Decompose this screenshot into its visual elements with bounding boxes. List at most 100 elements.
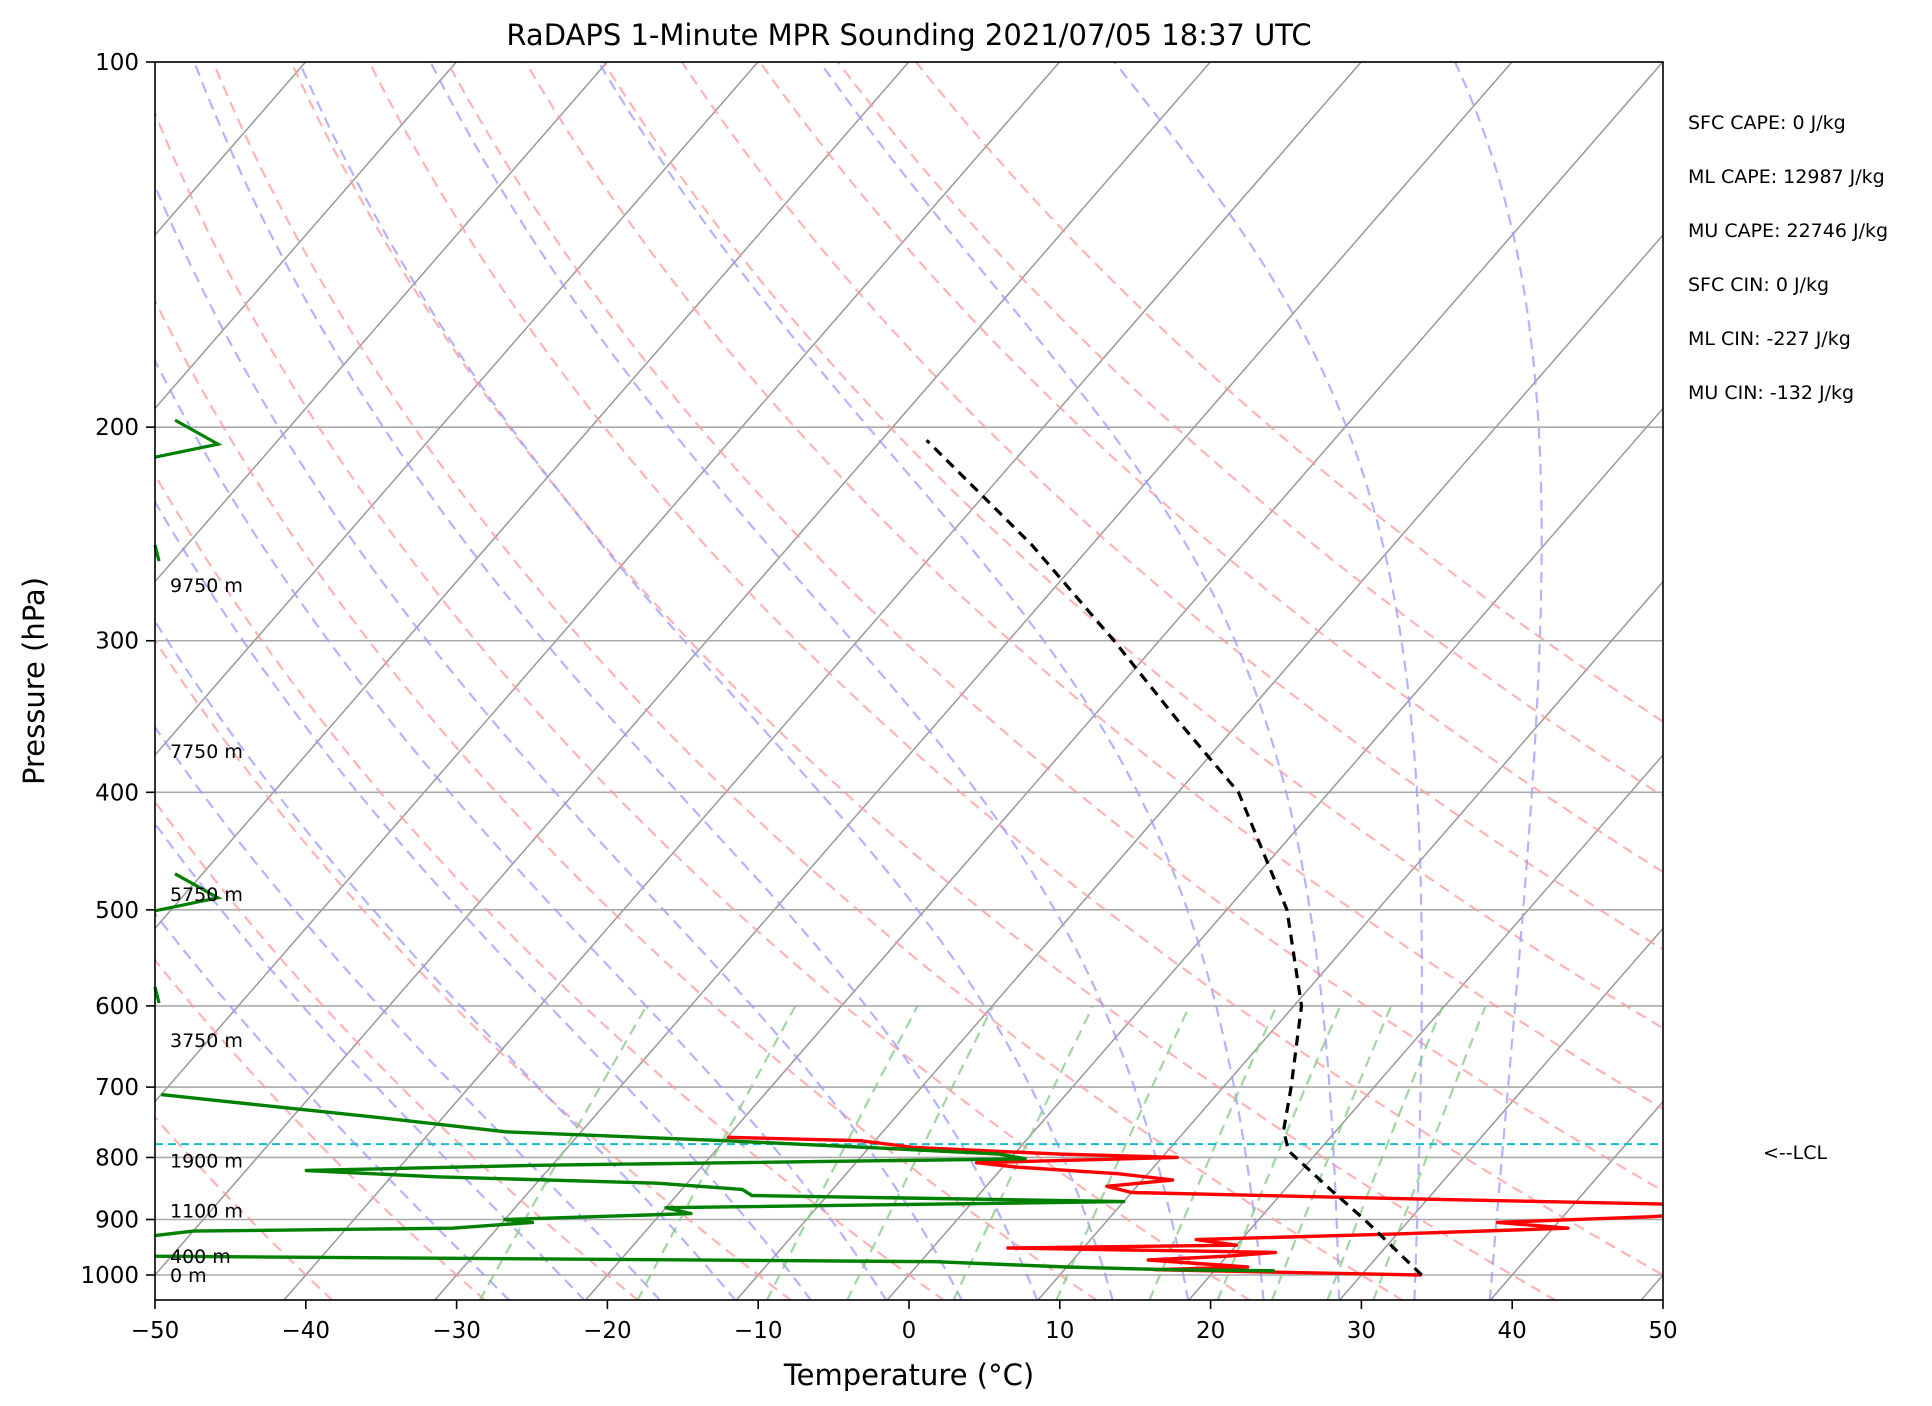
moist-adiabat-25 xyxy=(597,62,1265,1300)
temperature-trace xyxy=(727,1135,1663,1277)
moist-adiabat-0 xyxy=(155,358,888,1300)
mixing-ratio-30 xyxy=(1372,1005,1487,1300)
isotherm-0 xyxy=(886,407,1663,1300)
moist-adiabat-35 xyxy=(1113,62,1423,1300)
x-tick-label-7: 20 xyxy=(1196,1318,1225,1344)
y-tick-label-5: 600 xyxy=(95,994,139,1020)
x-tick-label-1: −40 xyxy=(282,1318,331,1344)
y-tick-label-6: 700 xyxy=(95,1075,139,1101)
moist-adiabat-5 xyxy=(155,183,963,1300)
isotherm--130 xyxy=(0,62,4,1301)
height-label-5: 1100 m xyxy=(170,1201,243,1223)
mixing-ratio-1 xyxy=(636,1005,797,1300)
height-label-0: 9750 m xyxy=(170,575,243,597)
sounding-traces xyxy=(155,439,1663,1277)
x-tick-label-3: −20 xyxy=(583,1318,632,1344)
dry-adiabat-110 xyxy=(837,62,1663,798)
dry-adiabat-90 xyxy=(680,62,1663,951)
moist-adiabat-20 xyxy=(429,62,1190,1300)
mixing-ratio-16 xyxy=(1216,1005,1342,1300)
dry-adiabat-50 xyxy=(368,62,1663,1277)
y-tick-label-9: 1000 xyxy=(80,1263,139,1289)
height-label-1: 7750 m xyxy=(170,741,243,763)
moist-adiabat-10 xyxy=(193,62,1039,1300)
y-tick-label-8: 900 xyxy=(95,1207,139,1233)
isotherm--10 xyxy=(735,233,1663,1300)
height-label-6: 400 m xyxy=(170,1246,231,1268)
isotherm-20 xyxy=(1187,753,1663,1300)
lcl-line: <--LCL xyxy=(155,1142,1827,1164)
y-tick-label-7: 800 xyxy=(95,1145,139,1171)
dry-adiabat-60 xyxy=(446,62,1663,1193)
dry-adiabats xyxy=(155,62,1663,1300)
height-label-7: 0 m xyxy=(170,1265,207,1287)
x-tick-label-8: 30 xyxy=(1347,1318,1376,1344)
moist-adiabat--5 xyxy=(155,499,813,1300)
stat-line-0: SFC CAPE: 0 J/kg xyxy=(1688,112,1846,134)
height-label-3: 3750 m xyxy=(170,1030,243,1052)
y-axis-label: Pressure (hPa) xyxy=(17,577,51,785)
isotherm--60 xyxy=(155,62,1061,1103)
dry-adiabat--10 xyxy=(155,638,793,1300)
moist-adiabat--20 xyxy=(155,821,586,1300)
moist-adiabats xyxy=(155,62,1543,1300)
y-tick-label-2: 300 xyxy=(95,629,139,655)
plot-frame xyxy=(154,61,1664,1301)
dry-adiabat--20 xyxy=(155,799,640,1300)
stat-line-3: SFC CIN: 0 J/kg xyxy=(1688,274,1829,296)
isotherm--90 xyxy=(155,62,608,583)
dry-adiabat-70 xyxy=(524,62,1663,1110)
moist-adiabat--15 xyxy=(155,725,662,1300)
stat-line-2: MU CAPE: 22746 J/kg xyxy=(1688,220,1888,242)
mixing-ratio-2 xyxy=(765,1005,919,1300)
isotherm--40 xyxy=(283,62,1362,1300)
stat-line-4: ML CIN: -227 J/kg xyxy=(1688,328,1851,350)
wind-barb-2 xyxy=(154,872,223,913)
isotherm-40 xyxy=(1489,1100,1663,1300)
dry-adiabat-100 xyxy=(758,62,1663,874)
lcl-label: <--LCL xyxy=(1763,1142,1827,1164)
x-tick-label-2: −30 xyxy=(432,1318,481,1344)
moist-adiabat-15 xyxy=(298,62,1114,1300)
height-labels: 9750 m 7750 m 5750 m 3750 m 1900 m 1100 m 400 … xyxy=(170,575,243,1287)
stat-line-5: MU CIN: -132 J/kg xyxy=(1688,382,1854,404)
moist-adiabat-40 xyxy=(1454,62,1543,1300)
isotherm--20 xyxy=(584,62,1663,1300)
wind-barb-0 xyxy=(154,418,223,459)
isotherm--30 xyxy=(433,62,1513,1300)
stat-line-1: ML CAPE: 12987 J/kg xyxy=(1688,166,1885,188)
x-axis-label: Temperature (°C) xyxy=(783,1358,1034,1392)
y-tick-label-0: 100 xyxy=(95,50,139,76)
moist-adiabat-30 xyxy=(818,62,1341,1300)
dry-adiabat-20 xyxy=(155,110,1251,1300)
isotherm-10 xyxy=(1037,580,1663,1300)
dewpoint-trace xyxy=(155,1092,1275,1273)
x-tick-label-0: −50 xyxy=(131,1318,180,1344)
mixing-ratio-20 xyxy=(1270,1005,1393,1300)
mixing-ratio-0.4 xyxy=(478,1005,648,1300)
y-tick-label-3: 400 xyxy=(95,780,139,806)
mixing-ratio-8 xyxy=(1055,1005,1191,1300)
x-tick-label-6: 10 xyxy=(1045,1318,1074,1344)
x-tick-label-9: 40 xyxy=(1498,1318,1527,1344)
isotherm-50 xyxy=(1640,1273,1663,1300)
moist-adiabat--25 xyxy=(155,912,511,1300)
x-tick-label-5: 0 xyxy=(902,1318,917,1344)
x-tick-label-4: −10 xyxy=(734,1318,783,1344)
y-axis-ticks: 100 200 300 400 500 600 700 800 900 1000 xyxy=(80,50,155,1289)
stats-panel: SFC CAPE: 0 J/kg ML CAPE: 12987 J/kg MU CA… xyxy=(1688,112,1888,404)
mixing-ratio-25 xyxy=(1326,1005,1444,1300)
chart-title: RaDAPS 1-Minute MPR Sounding 2021/07/05 … xyxy=(506,18,1311,52)
isotherm--50 xyxy=(155,62,1211,1277)
x-tick-label-10: 50 xyxy=(1648,1318,1677,1344)
y-tick-label-1: 200 xyxy=(95,415,139,441)
isotherm--100 xyxy=(155,62,457,410)
dry-adiabat-40 xyxy=(290,62,1557,1300)
dry-adiabat-30 xyxy=(212,62,1404,1300)
isotherm--80 xyxy=(155,62,759,757)
wind-profile xyxy=(153,418,223,1004)
dry-adiabat-10 xyxy=(155,298,1099,1300)
dry-adiabat-0 xyxy=(155,472,946,1300)
parcel-trace xyxy=(925,439,1423,1277)
